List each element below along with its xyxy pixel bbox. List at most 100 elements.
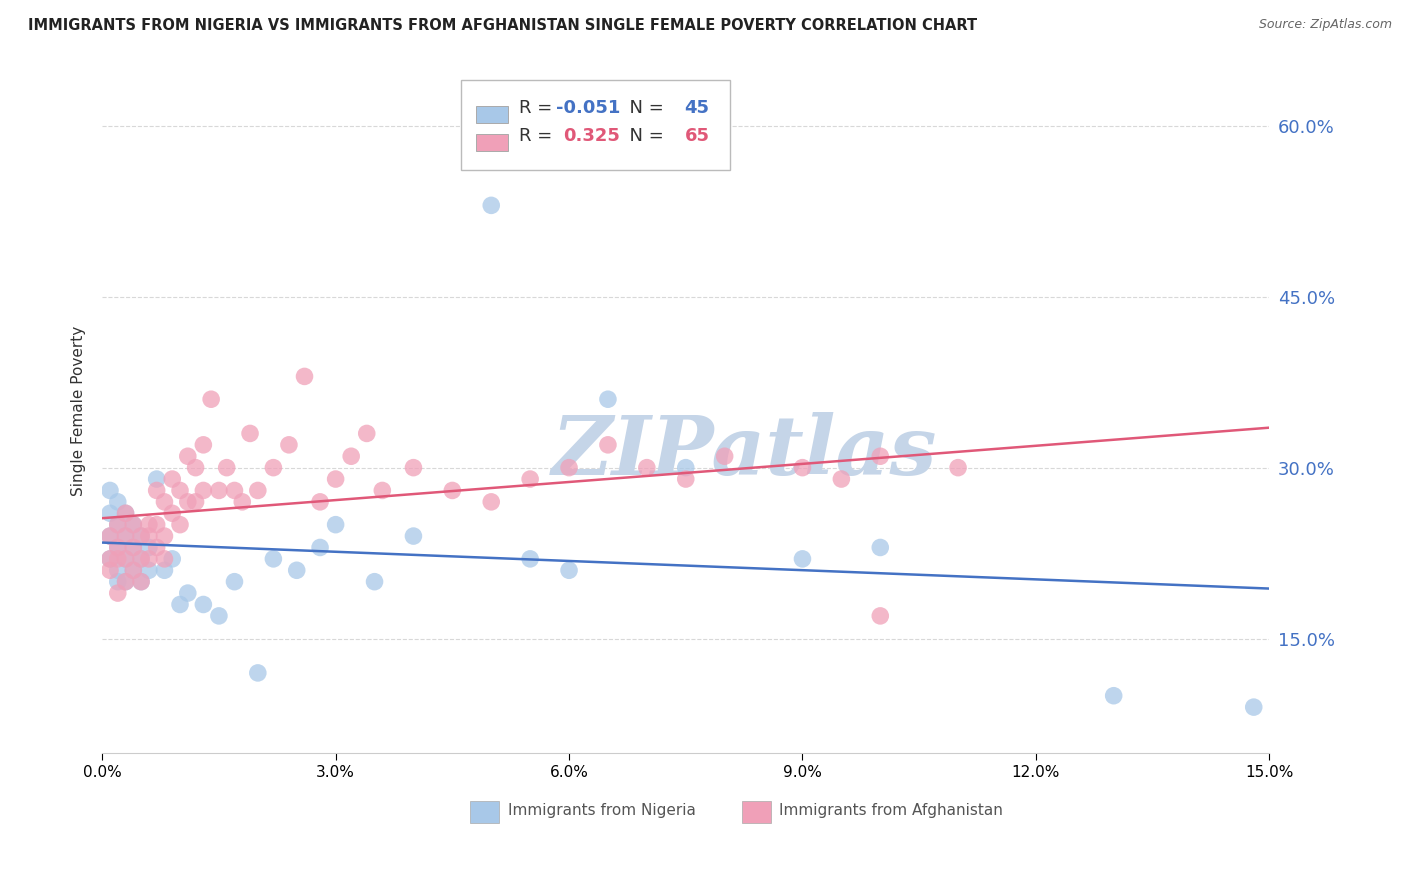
Point — [675, 472, 697, 486]
Point — [325, 472, 347, 486]
Point — [122, 517, 145, 532]
Text: 65: 65 — [685, 127, 710, 145]
Point — [145, 483, 167, 498]
Point — [208, 483, 231, 498]
Point — [278, 438, 301, 452]
Point — [138, 552, 160, 566]
Point — [558, 563, 581, 577]
Point — [107, 541, 129, 555]
Point — [98, 483, 121, 498]
Point — [145, 472, 167, 486]
Point — [114, 552, 136, 566]
Text: R =: R = — [519, 98, 558, 117]
Point — [441, 483, 464, 498]
Point — [246, 665, 269, 680]
Point — [177, 449, 200, 463]
Point — [363, 574, 385, 589]
Point — [402, 529, 425, 543]
Point — [792, 552, 814, 566]
Point — [129, 529, 152, 543]
Point — [200, 392, 222, 407]
Point — [107, 586, 129, 600]
Point — [479, 495, 502, 509]
Point — [215, 460, 238, 475]
Point — [596, 392, 619, 407]
FancyBboxPatch shape — [742, 801, 770, 823]
Point — [122, 541, 145, 555]
Point — [122, 517, 145, 532]
FancyBboxPatch shape — [470, 801, 499, 823]
Point — [1102, 689, 1125, 703]
Point — [129, 574, 152, 589]
Point — [356, 426, 378, 441]
Point — [558, 460, 581, 475]
Point — [869, 541, 891, 555]
Point — [869, 608, 891, 623]
Point — [340, 449, 363, 463]
Point — [596, 438, 619, 452]
Point — [162, 472, 184, 486]
Point — [129, 552, 152, 566]
Point — [325, 517, 347, 532]
Point — [129, 529, 152, 543]
Text: ZIPatlas: ZIPatlas — [551, 412, 936, 491]
Point — [262, 552, 284, 566]
Point — [98, 552, 121, 566]
FancyBboxPatch shape — [461, 80, 730, 169]
Point — [294, 369, 316, 384]
Point — [122, 563, 145, 577]
Point — [138, 541, 160, 555]
Point — [138, 529, 160, 543]
Point — [184, 460, 207, 475]
Point — [107, 574, 129, 589]
Point — [224, 574, 246, 589]
Text: N =: N = — [619, 127, 669, 145]
Text: 0.325: 0.325 — [564, 127, 620, 145]
Point — [231, 495, 253, 509]
Text: Immigrants from Afghanistan: Immigrants from Afghanistan — [779, 804, 1002, 818]
Point — [129, 574, 152, 589]
Point — [138, 563, 160, 577]
Point — [162, 506, 184, 520]
Point — [713, 449, 735, 463]
Point — [262, 460, 284, 475]
Text: R =: R = — [519, 127, 564, 145]
Point — [114, 506, 136, 520]
Point — [107, 495, 129, 509]
Point — [98, 563, 121, 577]
Y-axis label: Single Female Poverty: Single Female Poverty — [72, 326, 86, 496]
Point — [224, 483, 246, 498]
Point — [519, 472, 541, 486]
Point — [246, 483, 269, 498]
Text: 45: 45 — [685, 98, 710, 117]
Point — [285, 563, 308, 577]
Text: Immigrants from Nigeria: Immigrants from Nigeria — [509, 804, 696, 818]
Point — [98, 506, 121, 520]
Point — [107, 563, 129, 577]
Point — [153, 529, 176, 543]
Point — [371, 483, 394, 498]
Point — [193, 438, 215, 452]
Point — [479, 198, 502, 212]
Point — [129, 552, 152, 566]
Text: N =: N = — [619, 98, 669, 117]
Point — [153, 552, 176, 566]
Point — [138, 517, 160, 532]
Point — [208, 608, 231, 623]
Text: Source: ZipAtlas.com: Source: ZipAtlas.com — [1258, 18, 1392, 31]
FancyBboxPatch shape — [475, 134, 509, 151]
Point — [946, 460, 969, 475]
Point — [830, 472, 852, 486]
Point — [114, 552, 136, 566]
Point — [107, 541, 129, 555]
Point — [98, 552, 121, 566]
Point — [114, 529, 136, 543]
Point — [869, 449, 891, 463]
Point — [98, 529, 121, 543]
Point — [145, 517, 167, 532]
Point — [114, 529, 136, 543]
Point — [145, 541, 167, 555]
Point — [177, 586, 200, 600]
Point — [107, 517, 129, 532]
Point — [402, 460, 425, 475]
